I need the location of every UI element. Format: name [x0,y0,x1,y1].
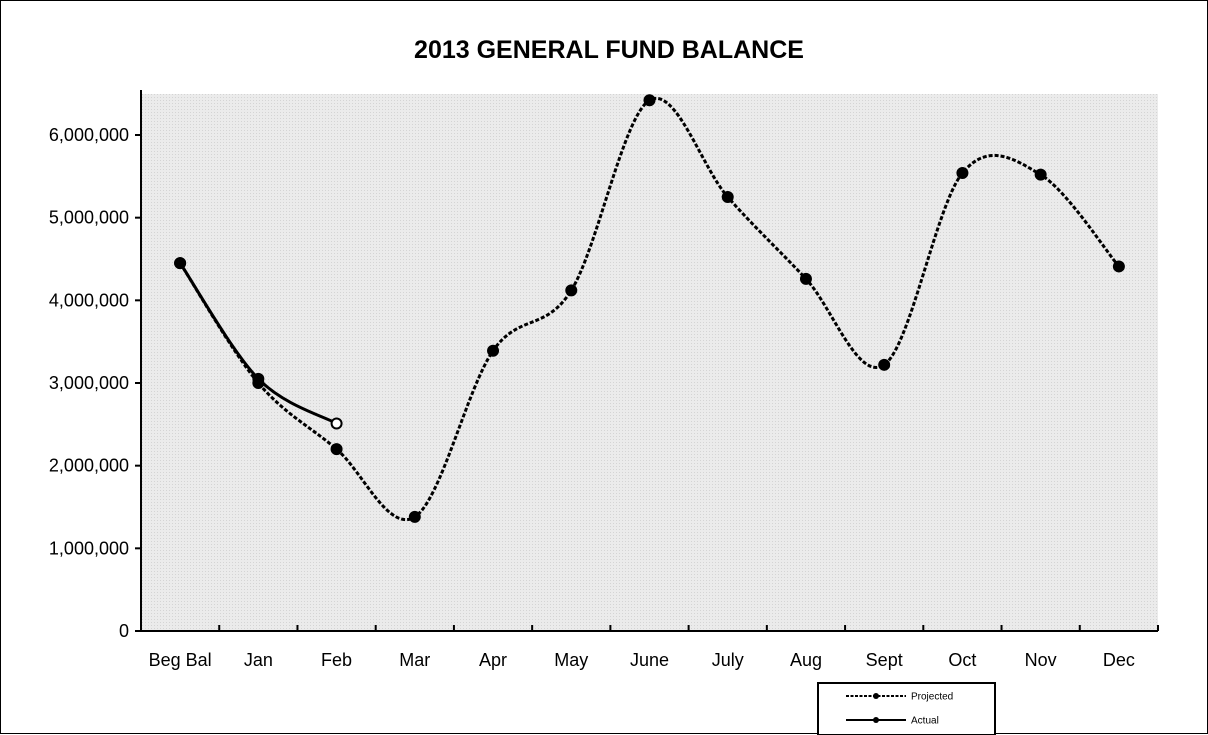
legend-box [817,682,996,735]
data-point-projected [565,284,578,297]
y-tick-label: 6,000,000 [49,125,129,145]
plot-area [141,94,1158,631]
x-tick-label: Oct [948,650,976,670]
x-tick-label: Sept [866,650,903,670]
x-tick-label: Apr [479,650,507,670]
y-tick-label: 5,000,000 [49,208,129,228]
data-point-projected [487,344,500,357]
series-layer [174,94,1125,523]
legend-label-projected: Projected [911,692,953,703]
x-tick-label: Feb [321,650,352,670]
data-point-projected [799,272,812,285]
data-point-projected [643,94,656,107]
legend-label-actual: Actual [911,716,939,727]
data-point-projected [878,358,891,371]
x-tick-label: May [554,650,588,670]
y-tick-label: 4,000,000 [49,290,129,310]
x-tick-label: Jan [244,650,273,670]
y-tick-label: 1,000,000 [49,538,129,558]
y-tick-label: 3,000,000 [49,373,129,393]
data-point-actual [330,417,343,430]
x-tick-label: Dec [1103,650,1135,670]
chart-title: 2013 GENERAL FUND BALANCE [414,36,804,64]
y-tick-label: 2,000,000 [49,456,129,476]
x-tick-label: Nov [1025,650,1057,670]
x-axis-ticks: Beg Bal Jan Feb Mar Apr May June July Aug Sept Oct… [149,625,1159,670]
data-point-projected [956,167,969,180]
data-point-projected [1034,168,1047,181]
y-axis-ticks: 0 1,000,000 2,000,000 3,000,000 4,000,000 5,0… [49,125,141,641]
legend-marker-projected [873,693,879,699]
x-tick-label: Aug [790,650,822,670]
data-point-actual [252,372,265,385]
legend-marker-actual [873,717,879,723]
x-tick-label: Beg Bal [149,650,212,670]
data-point-actual [174,257,187,270]
data-point-projected [1112,260,1125,273]
data-point-projected [408,510,421,523]
y-tick-label: 0 [119,621,129,641]
x-tick-label: Mar [399,650,430,670]
x-tick-label: July [712,650,744,670]
data-point-projected [721,191,734,203]
axes [140,90,1158,632]
data-point-projected [330,443,343,456]
x-tick-label: June [630,650,669,670]
legend: Projected Actual [817,682,996,735]
